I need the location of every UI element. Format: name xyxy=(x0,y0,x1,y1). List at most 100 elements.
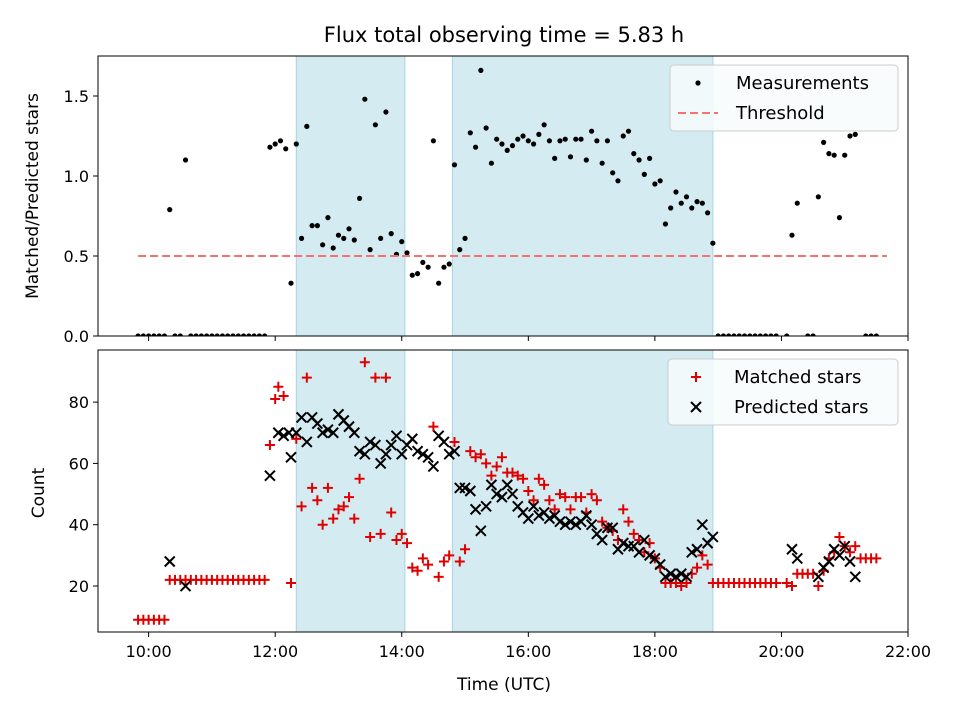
legend-label: Predicted stars xyxy=(734,397,868,418)
matched-point xyxy=(344,492,355,503)
measurement-point xyxy=(768,333,774,336)
matched-point xyxy=(576,492,587,503)
measurement-point xyxy=(283,146,289,152)
predicted-point xyxy=(570,519,582,531)
measurement-point xyxy=(610,170,616,176)
matched-point xyxy=(670,577,681,588)
measurement-point xyxy=(805,333,811,336)
top-panel: 0.0 0.5 1.0 1.5 Measurements Threshold xyxy=(64,55,909,346)
measurement-point xyxy=(399,239,405,245)
measurement-point xyxy=(235,333,241,336)
predicted-point xyxy=(327,427,339,439)
matched-point xyxy=(507,467,518,478)
measurement-point xyxy=(652,181,658,187)
predicted-point xyxy=(164,555,176,568)
predicted-point xyxy=(791,552,803,565)
measurement-point xyxy=(826,151,832,157)
measurement-point xyxy=(341,235,347,241)
predicted-point xyxy=(585,519,598,531)
matched-point xyxy=(359,357,370,368)
predicted-point xyxy=(696,519,709,531)
matched-point xyxy=(586,489,597,500)
bottom-panel: 20 40 60 80 10:00 12:00 14:00 16:00 18:00 20:00 22… xyxy=(69,349,931,661)
legend: Measurements Threshold xyxy=(669,64,899,132)
predicted-point xyxy=(844,555,856,568)
matched-point xyxy=(491,461,502,472)
measurement-point xyxy=(705,210,711,216)
measurement-point xyxy=(462,235,468,241)
matched-point xyxy=(365,531,376,542)
matched-point xyxy=(317,519,328,530)
matched-point xyxy=(264,440,275,451)
measurement-point xyxy=(678,200,684,206)
measurement-point xyxy=(831,152,837,158)
predicted-point xyxy=(686,546,698,559)
predicted-point xyxy=(364,436,376,448)
predicted-point xyxy=(422,451,434,463)
measurement-point xyxy=(499,141,505,147)
matched-point xyxy=(850,541,861,552)
measurement-point xyxy=(251,333,257,336)
measurement-point xyxy=(262,333,268,336)
legend-box xyxy=(667,358,899,426)
measurement-point xyxy=(815,194,821,200)
measurement-point xyxy=(414,271,421,277)
matched-point xyxy=(496,452,507,463)
measurement-point xyxy=(172,333,178,336)
matched-point xyxy=(539,479,550,490)
matched-point xyxy=(565,504,576,515)
predicted-point xyxy=(833,549,846,562)
predicted-point xyxy=(464,485,477,497)
matched-point xyxy=(328,513,339,524)
measurement-point xyxy=(773,333,779,336)
measurement-point xyxy=(552,155,558,161)
observing-window-1 xyxy=(295,349,406,633)
matched-point xyxy=(333,504,344,515)
measurement-point xyxy=(182,157,189,163)
matched-point xyxy=(786,581,797,592)
measurement-point xyxy=(288,280,294,286)
series-measurements xyxy=(135,67,879,336)
predicted-point xyxy=(359,448,371,460)
matched-point xyxy=(813,581,824,592)
measurement-point xyxy=(430,138,436,144)
predicted-point xyxy=(277,430,290,442)
measurement-point xyxy=(631,151,637,157)
measurement-point xyxy=(372,122,378,128)
predicted-point xyxy=(559,519,571,531)
matched-point xyxy=(278,390,289,401)
measurement-point xyxy=(863,333,869,336)
measurement-point xyxy=(715,333,721,336)
measurement-point xyxy=(204,333,210,336)
measurement-point xyxy=(457,247,463,253)
y-tick-label: 80 xyxy=(69,393,89,412)
predicted-point xyxy=(633,546,645,559)
measurement-point xyxy=(836,215,843,221)
measurement-point xyxy=(325,215,331,221)
measurement-point xyxy=(483,125,489,131)
matched-point xyxy=(681,577,692,588)
predicted-point xyxy=(438,436,450,448)
measurement-point xyxy=(620,133,626,139)
predicted-point xyxy=(301,436,313,448)
matched-point xyxy=(273,381,284,392)
predicted-point xyxy=(311,417,324,430)
matched-point xyxy=(781,577,792,588)
matched-point xyxy=(591,495,602,506)
measurement-point xyxy=(335,232,342,238)
measurement-point xyxy=(747,333,753,336)
x-tick-label: 20:00 xyxy=(758,642,804,661)
predicted-point xyxy=(839,540,851,552)
measurement-point xyxy=(451,162,458,168)
matched-point xyxy=(454,556,465,567)
observing-window-1 xyxy=(295,55,406,337)
measurement-point xyxy=(525,138,531,144)
matched-point xyxy=(354,473,365,484)
matched-point xyxy=(486,470,497,481)
predicted-point xyxy=(411,445,424,457)
measurement-point xyxy=(852,131,858,137)
measurement-point xyxy=(214,333,220,336)
axes-frame xyxy=(97,55,909,337)
series-predicted-stars xyxy=(164,408,861,592)
predicted-point xyxy=(322,423,334,436)
